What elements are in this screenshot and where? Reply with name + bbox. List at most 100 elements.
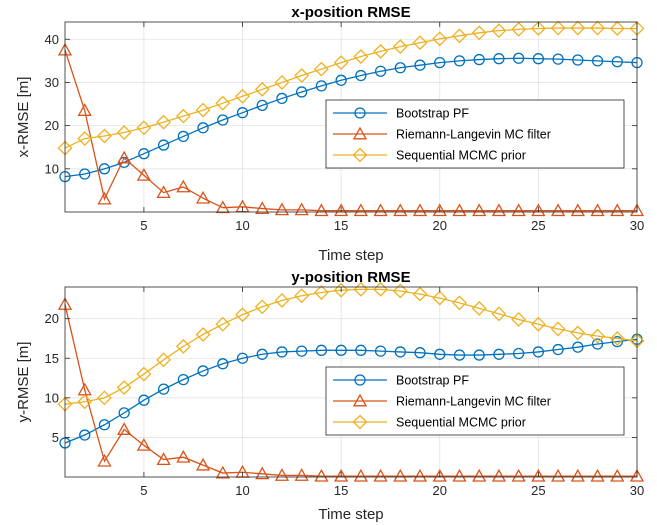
data-point <box>177 130 189 143</box>
data-point <box>256 99 268 111</box>
data-point <box>434 348 446 360</box>
data-point <box>294 288 310 304</box>
data-point <box>117 422 132 435</box>
data-point <box>215 95 231 111</box>
data-point <box>532 346 545 358</box>
data-point <box>374 65 387 77</box>
data-point <box>294 202 309 216</box>
data-point <box>355 344 367 356</box>
x-axis-label: Time step <box>318 506 383 523</box>
series-line <box>64 57 638 178</box>
y-axis-label: x-RMSE [m] <box>15 77 32 158</box>
data-point <box>550 203 566 217</box>
data-point <box>511 203 526 217</box>
data-point <box>452 203 467 217</box>
data-point <box>177 373 189 386</box>
data-point <box>215 200 230 214</box>
data-point <box>570 468 585 482</box>
data-point <box>157 139 170 151</box>
data-point <box>453 349 466 361</box>
data-point <box>195 457 211 471</box>
data-point <box>394 62 406 74</box>
data-point <box>493 348 505 360</box>
data-point <box>453 55 466 67</box>
data-point <box>590 203 605 217</box>
data-point <box>97 128 112 144</box>
data-point <box>276 92 288 105</box>
legend-entry-mcmc: Sequential MCMC prior <box>333 147 526 163</box>
data-point <box>175 338 191 354</box>
data-point <box>550 20 566 36</box>
data-point <box>215 316 231 332</box>
data-point <box>294 468 309 481</box>
data-point <box>116 380 132 395</box>
data-point <box>353 468 368 482</box>
data-point <box>471 300 487 316</box>
data-point <box>572 341 584 353</box>
series-riemann <box>57 297 645 482</box>
legend: Bootstrap PF Riemann-Langevin MC filter Se… <box>325 366 625 436</box>
data-point <box>434 56 446 69</box>
data-point <box>138 148 150 160</box>
legend-entry-bootstrap: Bootstrap PF <box>333 107 469 121</box>
data-point <box>274 202 290 216</box>
x-tick-label: 25 <box>531 483 545 498</box>
data-point <box>156 185 171 199</box>
data-point <box>414 347 426 359</box>
data-point <box>98 163 111 175</box>
data-point <box>452 468 467 482</box>
data-point <box>313 285 329 300</box>
data-point <box>294 68 310 83</box>
x-tick-label: 15 <box>334 218 348 233</box>
data-point <box>472 203 487 217</box>
series-line <box>64 338 638 444</box>
data-point <box>412 203 428 217</box>
data-point <box>314 468 329 482</box>
data-point <box>432 31 448 47</box>
data-point <box>611 335 623 348</box>
x-tick-label: 30 <box>630 218 644 233</box>
data-point <box>373 468 388 482</box>
data-point <box>255 466 270 480</box>
x-tick-label: 5 <box>140 218 147 233</box>
data-point <box>77 131 93 147</box>
axes-frame <box>64 286 638 478</box>
data-point <box>353 49 369 64</box>
data-point <box>79 429 91 441</box>
data-point <box>197 122 209 134</box>
x-tick-label: 10 <box>235 218 249 233</box>
data-point <box>136 366 152 382</box>
data-point <box>511 21 527 37</box>
data-point <box>511 312 527 327</box>
data-point <box>610 203 625 217</box>
data-point <box>296 86 308 98</box>
legend-entry-mcmc: Sequential MCMC prior <box>333 414 526 430</box>
chart-panel-1: 5 10 15 20 25 30 10 20 30 40 x-position RMSE Time s… <box>15 4 645 264</box>
data-point <box>373 203 388 217</box>
data-point <box>591 55 604 67</box>
chart-panel-2: 5 10 15 20 25 30 5 10 15 20 y-position RMSE Time st… <box>15 269 645 523</box>
y-tick-label: 30 <box>45 75 59 90</box>
y-tick-label: 40 <box>45 32 59 47</box>
legend-marker <box>352 126 368 140</box>
data-point <box>315 80 328 92</box>
data-point <box>552 53 564 65</box>
data-point <box>256 348 268 360</box>
data-point <box>334 203 349 217</box>
data-point <box>374 345 387 357</box>
data-point <box>314 203 329 217</box>
y-tick-label: 20 <box>45 118 59 133</box>
data-point <box>334 468 349 482</box>
data-point <box>274 293 290 308</box>
data-point <box>412 35 428 51</box>
data-point <box>195 102 211 118</box>
legend-marker <box>354 107 366 119</box>
data-point <box>276 346 288 358</box>
data-point <box>355 69 367 82</box>
x-tick-label: 15 <box>334 483 348 498</box>
data-point <box>590 20 605 36</box>
data-point <box>452 295 467 311</box>
data-point <box>513 347 525 360</box>
data-point <box>315 344 328 356</box>
legend-marker <box>352 147 368 163</box>
